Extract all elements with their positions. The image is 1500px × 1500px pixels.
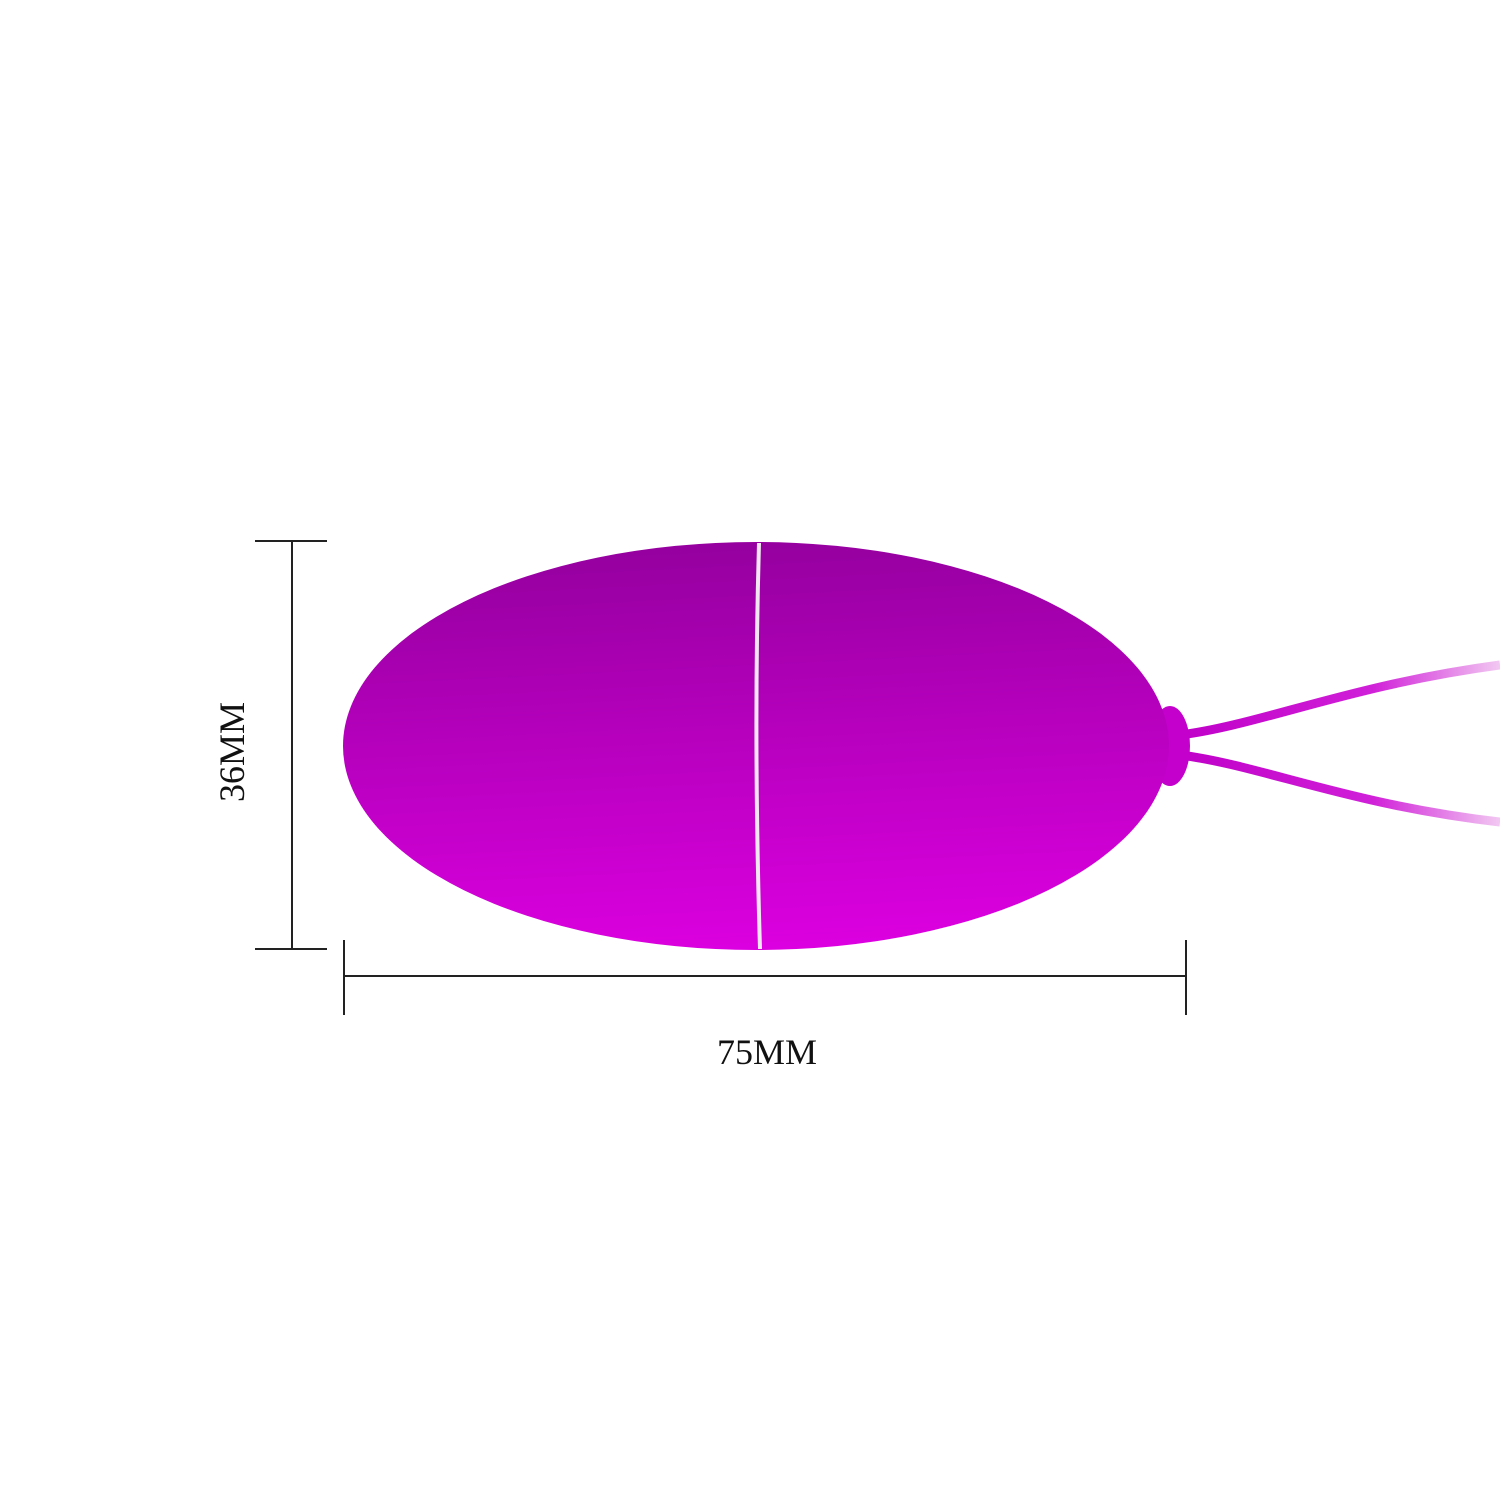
width-label: 75MM <box>717 1032 817 1072</box>
height-dimension <box>255 540 327 950</box>
cord-lower <box>1179 750 1500 827</box>
width-dimension <box>343 940 1187 1015</box>
cord-upper <box>1179 660 1500 740</box>
egg-seam <box>754 542 762 950</box>
height-label: 36MM <box>212 702 252 802</box>
